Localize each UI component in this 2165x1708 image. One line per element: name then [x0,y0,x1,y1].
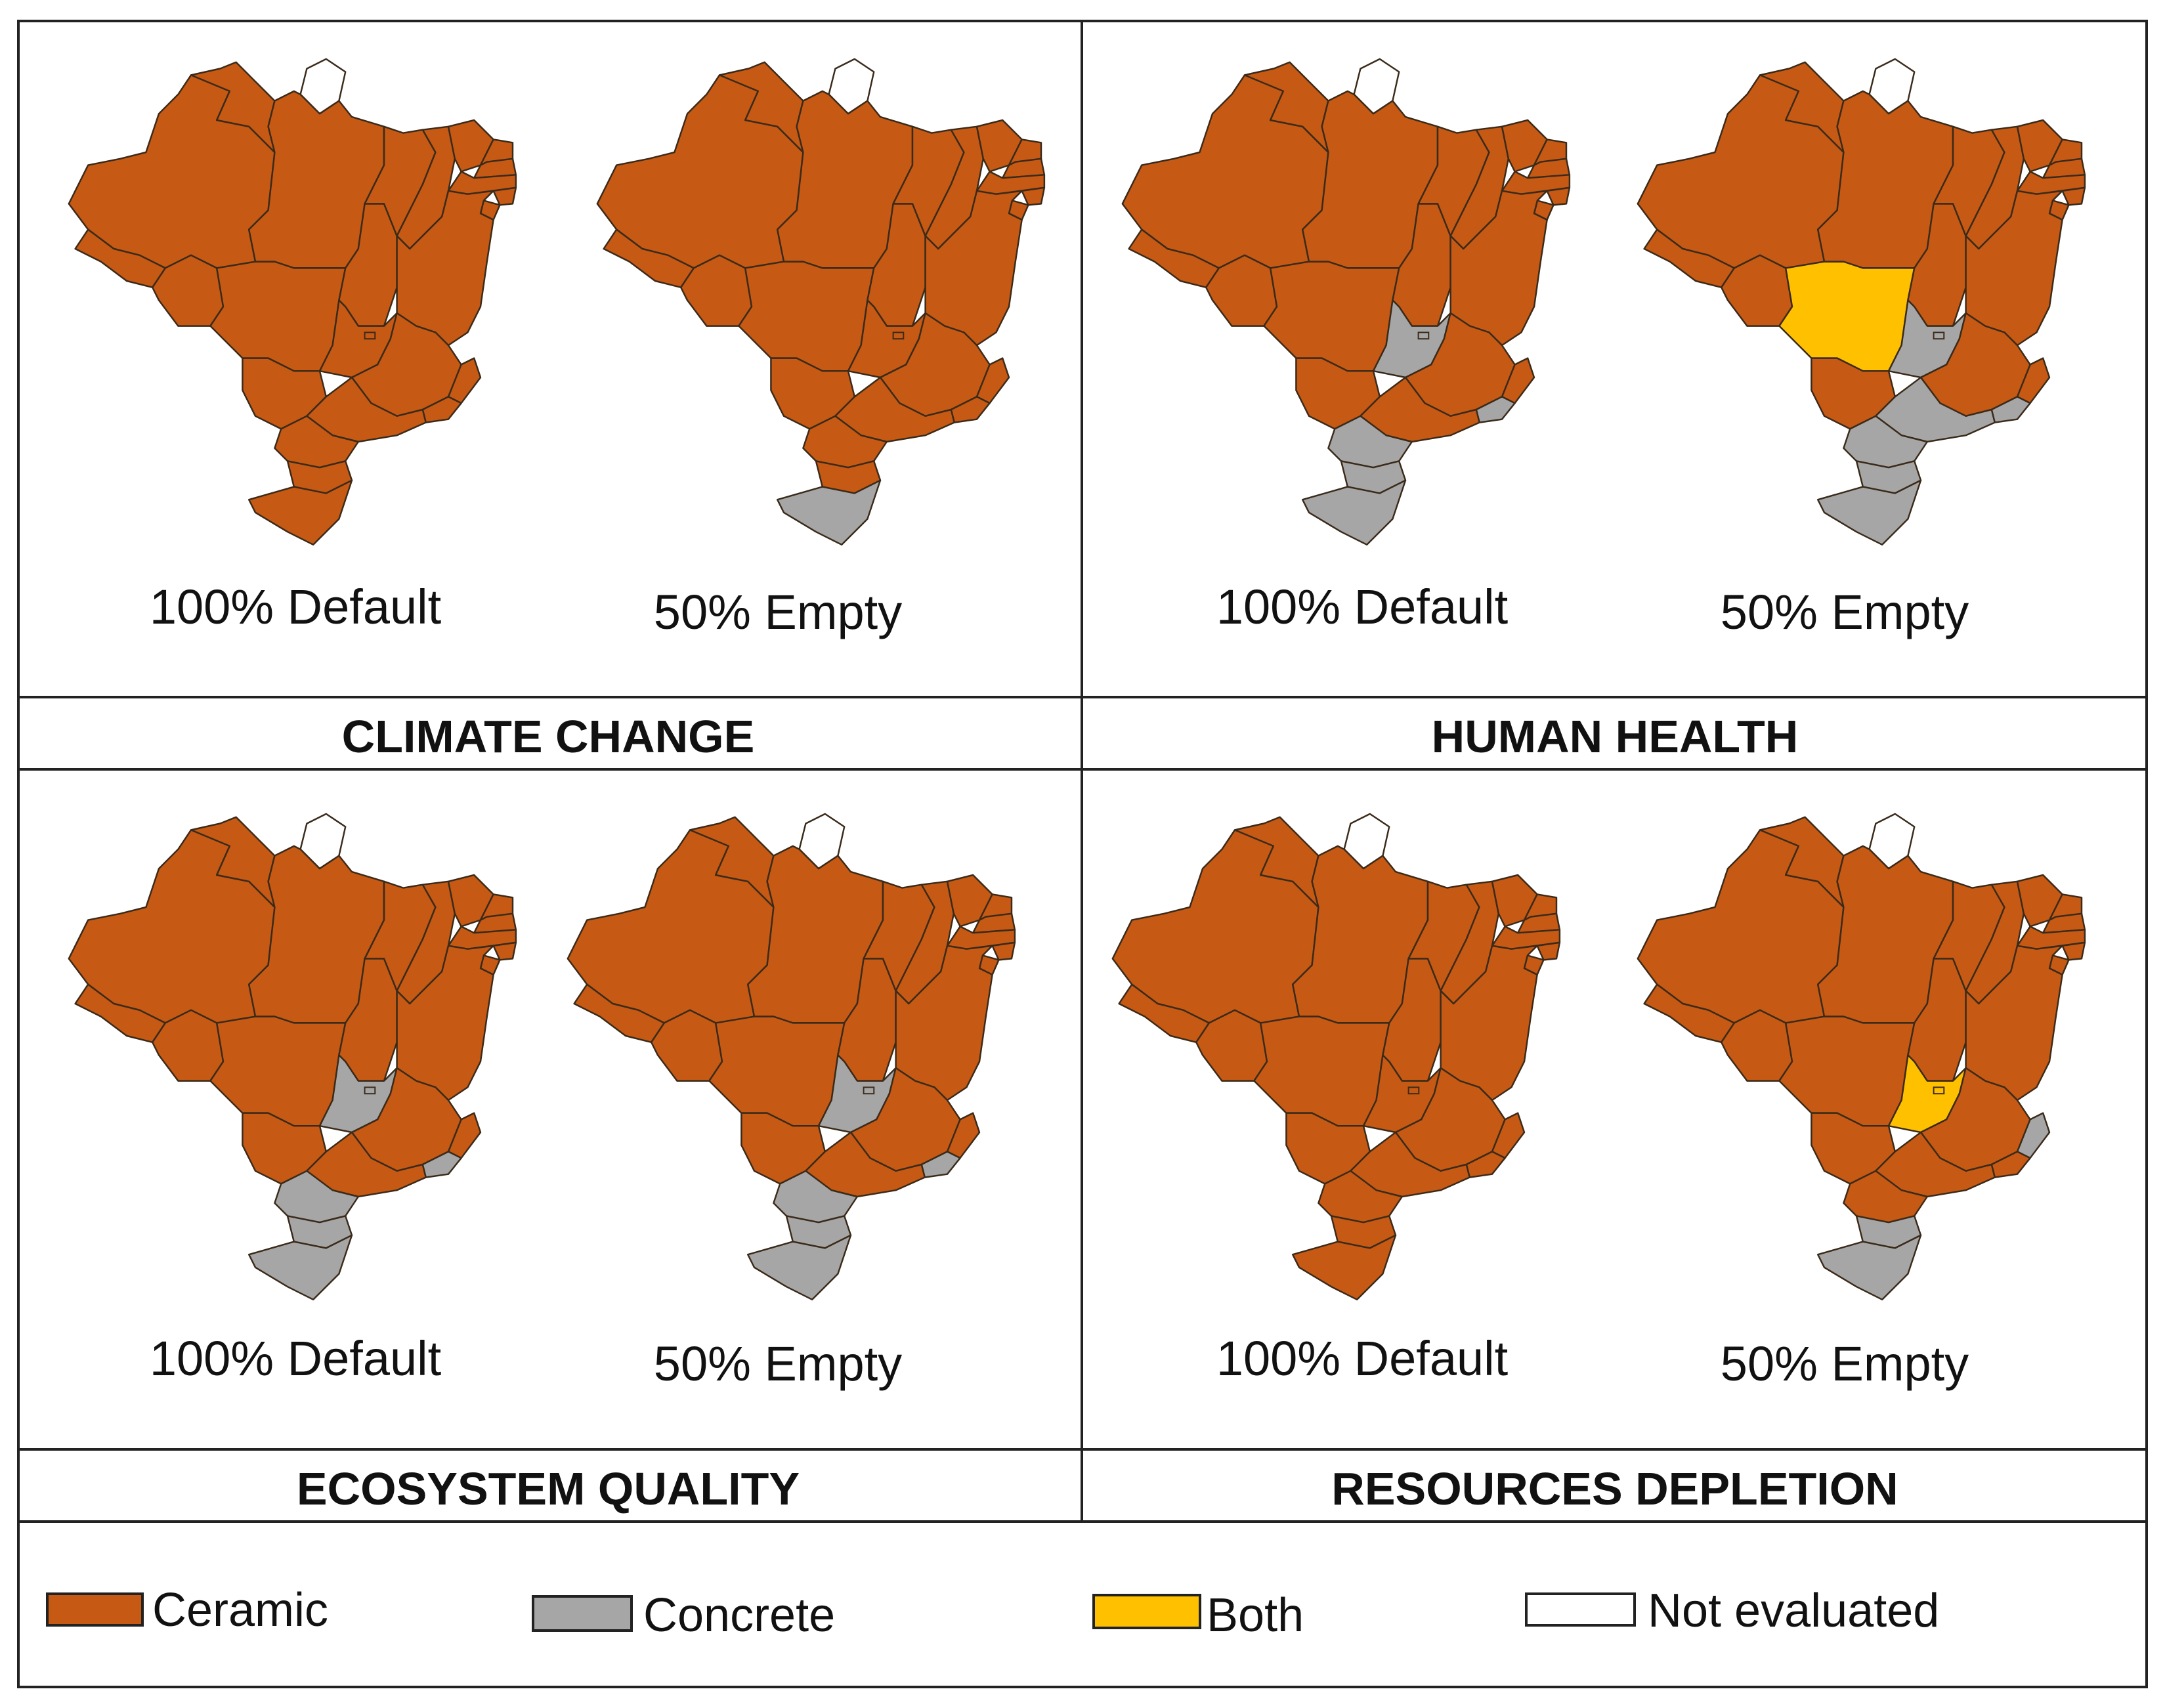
state-mt [1778,261,1916,372]
state-rs [247,1234,353,1301]
state-df [1933,1086,1945,1095]
section-title-resources-depletion: RESOURCES DEPLETION [1331,1463,1898,1514]
state-mt [1253,1015,1390,1127]
legend-swatch-not-evaluated [1525,1592,1636,1627]
state-df [364,1086,376,1095]
state-es [1491,1112,1526,1159]
state-mt [209,1015,347,1127]
state-df [1417,331,1430,340]
panel-grid [17,20,2148,1688]
state-mt [1263,261,1400,372]
legend-label-not-evaluated: Not evaluated [1648,1585,1939,1637]
state-pb [1516,912,1561,934]
state-pb [1001,158,1046,179]
map-label: 50% Empty [1721,585,1969,639]
map-label: 50% Empty [654,1336,902,1391]
map-label: 50% Empty [1721,1336,1969,1391]
state-rs [746,1234,852,1301]
state-al [2061,941,2086,961]
state-es [447,357,482,404]
state-mt [209,261,347,372]
legend-label-ceramic: Ceramic [152,1584,328,1636]
state-es [1501,357,1535,404]
state-df [863,1086,875,1095]
state-rs [776,479,882,546]
map-climate-change-50-empty [596,58,1046,546]
state-es [946,1112,981,1159]
map-label: 100% Default [150,580,442,634]
state-rs [1816,1234,1922,1301]
state-df [1407,1086,1420,1095]
state-al [2061,186,2086,206]
state-al [1546,186,1571,206]
map-resources-depletion-50-empty [1637,813,2086,1301]
state-df [892,331,905,340]
state-pb [2042,158,2086,179]
state-rs [247,479,353,546]
state-pb [473,158,517,179]
legend: Ceramic Concrete Both Not evaluated [46,1584,1939,1642]
map-resources-depletion-100-default [1111,813,1561,1301]
section-title-ecosystem-quality: ECOSYSTEM QUALITY [297,1463,800,1514]
state-rs [1291,1234,1397,1301]
legend-label-concrete: Concrete [643,1589,835,1642]
map-label: 50% Empty [654,585,902,639]
state-es [2016,1112,2051,1159]
map-ecosystem-quality-50-empty [567,813,1016,1301]
state-rs [1816,479,1922,546]
state-mt [708,1015,846,1127]
legend-swatch-ceramic [46,1592,144,1627]
state-mt [1778,1015,1916,1127]
section-title-human-health: HUMAN HEALTH [1432,711,1799,762]
map-label: 100% Default [1216,580,1509,634]
section-title-climate-change: CLIMATE CHANGE [342,711,755,762]
map-human-health-100-default [1121,58,1571,546]
state-al [1536,941,1561,961]
state-pb [972,912,1016,934]
legend-label-both: Both [1207,1589,1304,1642]
state-al [991,941,1016,961]
state-pb [473,912,517,934]
legend-swatch-both [1092,1594,1201,1629]
state-es [447,1112,482,1159]
state-al [1021,186,1046,206]
map-label: 100% Default [1216,1331,1509,1386]
state-al [492,186,517,206]
state-es [975,357,1010,404]
state-df [1933,331,1945,340]
state-mt [738,261,875,372]
state-df [364,331,376,340]
state-rs [1301,479,1407,546]
state-es [2016,357,2051,404]
map-ecosystem-quality-100-default [68,813,517,1301]
map-human-health-50-empty [1637,58,2086,546]
map-climate-change-100-default [68,58,517,546]
state-pb [2042,912,2086,934]
state-pb [1526,158,1571,179]
state-al [492,941,517,961]
map-label: 100% Default [150,1331,442,1386]
legend-swatch-concrete [532,1595,633,1632]
